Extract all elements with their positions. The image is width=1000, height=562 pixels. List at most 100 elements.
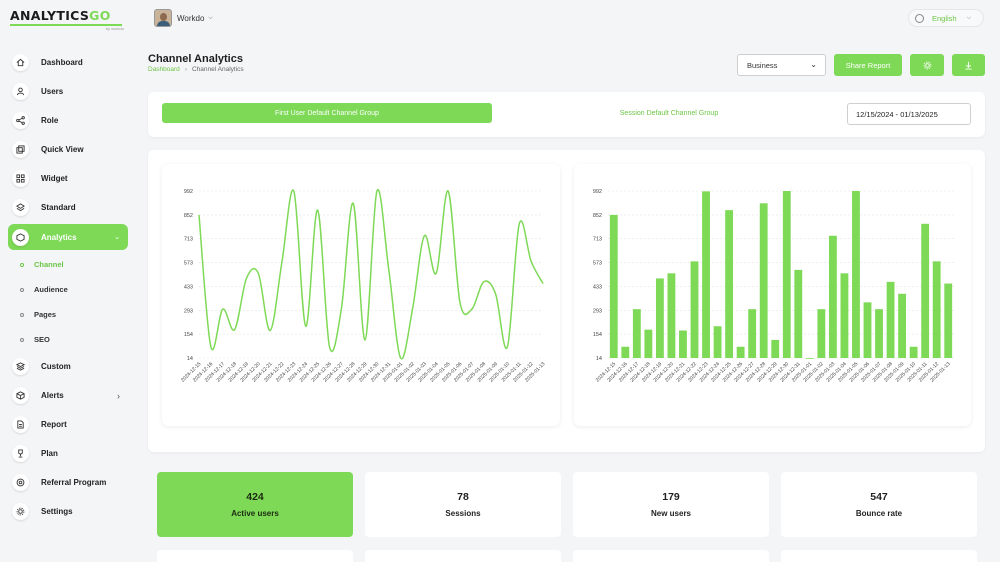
y-tick-label: 992 [184,189,193,195]
stat-label: Bounce rate [855,509,903,518]
bar [736,346,745,358]
bar-chart-card: 14 154 293 433 573 713 852 992 2024-12-15 2024-12… [574,164,971,426]
sidebar-item-analytics[interactable]: Analytics ⌄ [8,224,128,250]
bar [713,326,722,358]
sidebar-item-settings[interactable]: Settings [8,497,128,526]
sidebar-item-custom[interactable]: Custom [8,352,128,381]
bar [771,339,780,358]
breadcrumb: Dashboard › Channel Analytics [148,66,244,73]
line-chart: 141542934335737138529922024-12-152024-12… [180,188,547,384]
bar [805,358,814,359]
box-icon [12,228,29,246]
bar [909,346,918,358]
bar [794,269,803,358]
sidebar-item-role[interactable]: Role [8,106,128,135]
bar-chart: 141542934335737138529922024-12-152024-12… [593,189,954,384]
stat-value: 547 [870,491,888,503]
breadcrumb-separator-icon: › [184,66,187,73]
chevron-down-icon: ⌵ [208,14,213,21]
logo[interactable]: ANALYTICSGO by workdo [10,6,128,36]
bar [932,261,941,358]
sidebar-item-report[interactable]: Report [8,410,128,439]
logo-tagline: by workdo [105,26,124,31]
bar [921,223,930,358]
sidebar-item-users[interactable]: Users [8,77,128,106]
chevron-right-icon: › [117,390,120,401]
stat-card-sessions[interactable]: 78 Sessions [365,472,561,537]
bar [782,191,791,358]
bar [759,203,768,358]
sidebar-item-widget[interactable]: Widget [8,164,128,193]
settings-button[interactable] [910,54,944,76]
gear-icon [923,61,931,69]
bullet-icon [20,262,24,267]
logo-underline [10,24,122,26]
bullet-icon [20,312,24,317]
stat-card-row2-4 [781,550,977,562]
stat-card-row2-2 [365,550,561,562]
bar [609,214,618,358]
bullet-icon [20,337,24,342]
sidebar-subitem-channel[interactable]: Channel [8,252,128,277]
sidebar-item-alerts[interactable]: Alerts › [8,381,128,410]
y-tick-label: 573 [593,261,602,267]
y-tick-label: 154 [184,332,193,338]
y-tick-label: 852 [184,213,193,219]
tab-session-default-channel-group[interactable]: Session Default Channel Group [619,109,719,117]
stat-label: New users [650,509,692,518]
y-tick-label: 293 [184,308,193,314]
y-tick-label: 573 [184,261,193,267]
series-line [198,188,544,360]
stat-value: 424 [246,491,264,503]
language-label: English [932,13,957,23]
stat-card-new-users[interactable]: 179 New users [573,472,769,537]
breadcrumb-current: Channel Analytics [191,66,244,73]
copy-icon [12,141,29,158]
home-icon [12,54,29,71]
y-tick-label: 14 [596,356,602,362]
bar [644,329,653,358]
language-selector[interactable]: English ⌵ [908,9,984,27]
bar [748,309,757,358]
bar [944,283,953,358]
bar [840,273,849,358]
bar [702,191,710,358]
breadcrumb-home-link[interactable]: Dashboard [148,66,180,73]
date-range-input[interactable]: 12/15/2024 - 01/13/2025 [847,103,971,125]
target-icon [12,474,29,491]
share-icon [12,112,29,129]
y-tick-label: 433 [593,284,602,290]
stat-card-row2-1 [157,550,353,562]
tab-first-user-default-channel-group[interactable]: First User Default Channel Group [162,103,492,123]
page-title: Channel Analytics [148,53,243,65]
sidebar-item-referral-program[interactable]: Referral Program [8,468,128,497]
stat-card-bounce-rate[interactable]: 547 Bounce rate [781,472,977,537]
sidebar-item-plan[interactable]: Plan [8,439,128,468]
sidebar-item-standard[interactable]: Standard [8,193,128,222]
y-tick-label: 852 [593,213,602,219]
file-icon [12,416,29,433]
stat-value: 78 [457,491,469,503]
stat-value: 179 [662,491,680,503]
bar [863,302,872,358]
sidebar-item-quick-view[interactable]: Quick View [8,135,128,164]
bar [898,293,907,358]
stat-card-row2-3 [573,550,769,562]
user-menu[interactable]: Workdo ⌵ [154,9,213,27]
bar [725,210,734,358]
y-tick-label: 713 [593,237,602,243]
share-report-button[interactable]: Share Report [834,54,902,76]
avatar [154,9,172,27]
stat-label: Sessions [445,509,481,518]
sidebar-item-dashboard[interactable]: Dashboard [8,48,128,77]
sidebar-subitem-pages[interactable]: Pages [8,302,128,327]
stat-card-active-users[interactable]: 424 Active users [157,472,353,537]
sidebar-subitem-audience[interactable]: Audience [8,277,128,302]
stack-icon [12,358,29,375]
bar [886,281,895,358]
sidebar-subitem-seo[interactable]: SEO [8,327,128,352]
chevron-down-icon: ⌄ [114,234,120,241]
property-select[interactable]: Business ⌄ [737,54,826,76]
line-chart-card: 14 154 293 433 573 713 852 992 2024-12-15 2024-12… [162,164,560,426]
download-button[interactable] [952,54,985,76]
